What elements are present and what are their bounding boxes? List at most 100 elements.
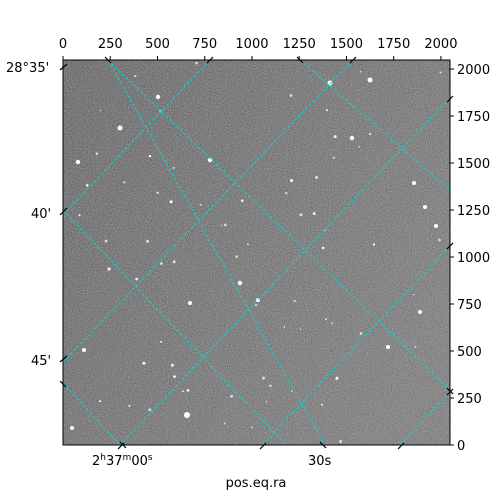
star — [251, 426, 253, 429]
star — [293, 299, 296, 303]
star — [418, 310, 422, 314]
star — [75, 159, 81, 165]
right-tick-label: 1000 — [457, 251, 490, 266]
star — [247, 243, 249, 246]
star — [349, 135, 355, 141]
star — [299, 328, 302, 331]
star — [321, 246, 325, 250]
star — [117, 125, 123, 131]
ra-grid-line — [107, 60, 450, 391]
ra-grid-line — [107, 60, 326, 445]
star — [78, 214, 81, 217]
top-tick-label: 250 — [98, 37, 123, 52]
star — [262, 376, 265, 380]
dec-grid-line — [399, 391, 450, 445]
star — [82, 348, 86, 352]
right-tick-label: 500 — [457, 345, 482, 360]
right-tick-label: 1500 — [457, 157, 490, 172]
star — [85, 184, 89, 187]
star — [283, 326, 286, 328]
star — [95, 152, 98, 155]
star — [146, 239, 150, 243]
star — [172, 260, 176, 264]
star — [172, 166, 175, 170]
star — [372, 243, 376, 246]
star — [104, 239, 108, 243]
star — [169, 200, 173, 204]
star — [358, 145, 360, 148]
x-axis-label: pos.eq.ra — [226, 476, 287, 491]
star — [438, 238, 441, 242]
star — [254, 303, 258, 307]
star — [335, 376, 339, 380]
dec-grid-line — [63, 60, 211, 216]
star — [331, 322, 333, 325]
top-tick-label: 1750 — [377, 37, 410, 52]
ra-grid-line — [63, 209, 287, 445]
star — [315, 176, 318, 179]
star — [269, 384, 272, 388]
ra-label-full: 2h37m00s — [92, 453, 153, 469]
star — [332, 156, 335, 159]
star — [98, 400, 101, 403]
star — [359, 332, 363, 335]
star — [289, 94, 293, 97]
star — [312, 212, 316, 216]
coordinate-grid — [63, 60, 450, 445]
sky-image — [63, 60, 450, 445]
dec-label: 45' — [31, 354, 51, 369]
star — [299, 213, 303, 217]
star — [290, 390, 293, 392]
ra-grid-line — [299, 60, 450, 191]
star — [285, 192, 288, 195]
dec-label: 40' — [31, 207, 51, 222]
star — [412, 293, 415, 296]
star — [70, 426, 74, 430]
top-tick-label: 1250 — [283, 37, 316, 52]
star — [220, 224, 223, 227]
star — [439, 71, 442, 74]
ra-label: 30s — [308, 454, 332, 469]
star — [195, 61, 198, 65]
right-tick-label: 750 — [457, 298, 482, 313]
star — [156, 191, 159, 194]
star — [223, 223, 227, 227]
dec-grid-line — [261, 245, 450, 445]
star — [199, 203, 202, 206]
top-tick-label: 750 — [192, 37, 217, 52]
star — [99, 109, 102, 112]
star — [123, 181, 126, 184]
star — [434, 224, 438, 228]
star — [155, 94, 161, 100]
star — [327, 80, 333, 86]
star — [148, 154, 152, 158]
top-tick-label: 2000 — [424, 37, 457, 52]
star — [240, 199, 244, 203]
star — [181, 390, 184, 393]
star — [148, 408, 152, 412]
star — [184, 412, 190, 418]
star — [386, 345, 390, 349]
star — [235, 255, 238, 258]
right-tick-label: 0 — [457, 439, 465, 454]
star — [325, 318, 327, 321]
star — [237, 280, 243, 286]
ra-grid-line — [63, 382, 121, 445]
right-tick-label: 1250 — [457, 204, 490, 219]
star — [265, 400, 268, 403]
right-tick-label: 2000 — [457, 63, 490, 78]
top-pixel-axis: 0 250 500 750 1000 1250 1500 1750 2000 — [59, 37, 457, 60]
star — [173, 375, 176, 378]
star — [160, 262, 163, 265]
star — [368, 132, 372, 136]
star — [325, 108, 329, 112]
right-tick-label: 250 — [457, 392, 482, 407]
star — [186, 389, 190, 392]
star — [339, 440, 343, 443]
stars — [70, 61, 442, 443]
star — [230, 394, 234, 398]
right-pixel-axis: 0 250 500 750 1000 1250 1500 1750 2000 — [450, 63, 490, 454]
wcs-ticks — [59, 56, 454, 450]
